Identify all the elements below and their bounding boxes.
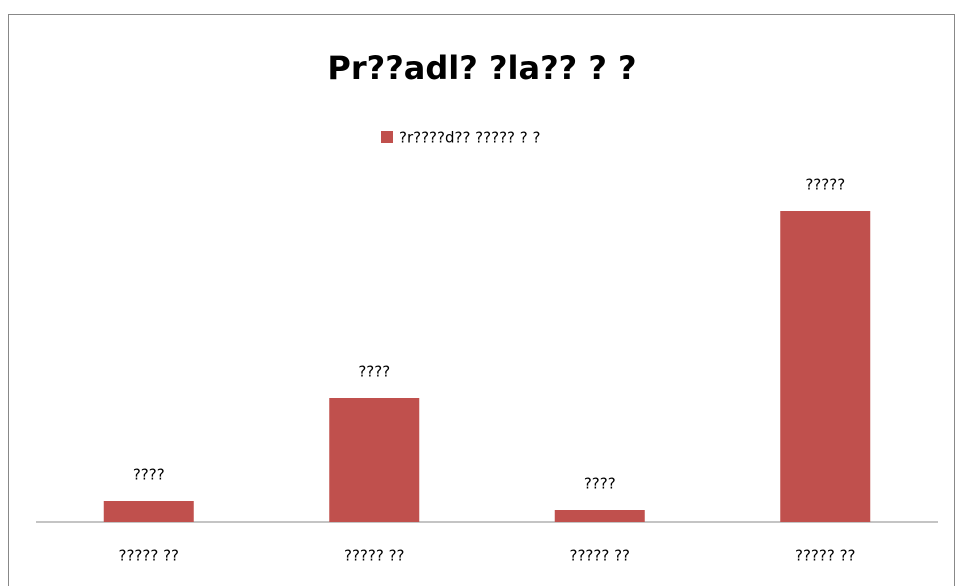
data-label: ???? [584, 475, 616, 493]
data-label: ????? [805, 176, 845, 194]
bar [329, 398, 420, 522]
legend-swatch [381, 131, 393, 143]
bar [554, 510, 645, 522]
legend-label: ?r????d?? ????? ? ? [399, 129, 540, 147]
x-tick-label: ????? ?? [795, 547, 856, 565]
chart-title: Pr??adl? ?la?? ? ? [327, 49, 636, 87]
x-tick-label: ????? ?? [344, 547, 405, 565]
x-tick-label: ????? ?? [119, 547, 180, 565]
x-tick-label: ????? ?? [570, 547, 631, 565]
data-label: ???? [358, 363, 390, 381]
bar [103, 501, 194, 522]
bar [780, 211, 871, 522]
data-label: ???? [133, 466, 165, 484]
